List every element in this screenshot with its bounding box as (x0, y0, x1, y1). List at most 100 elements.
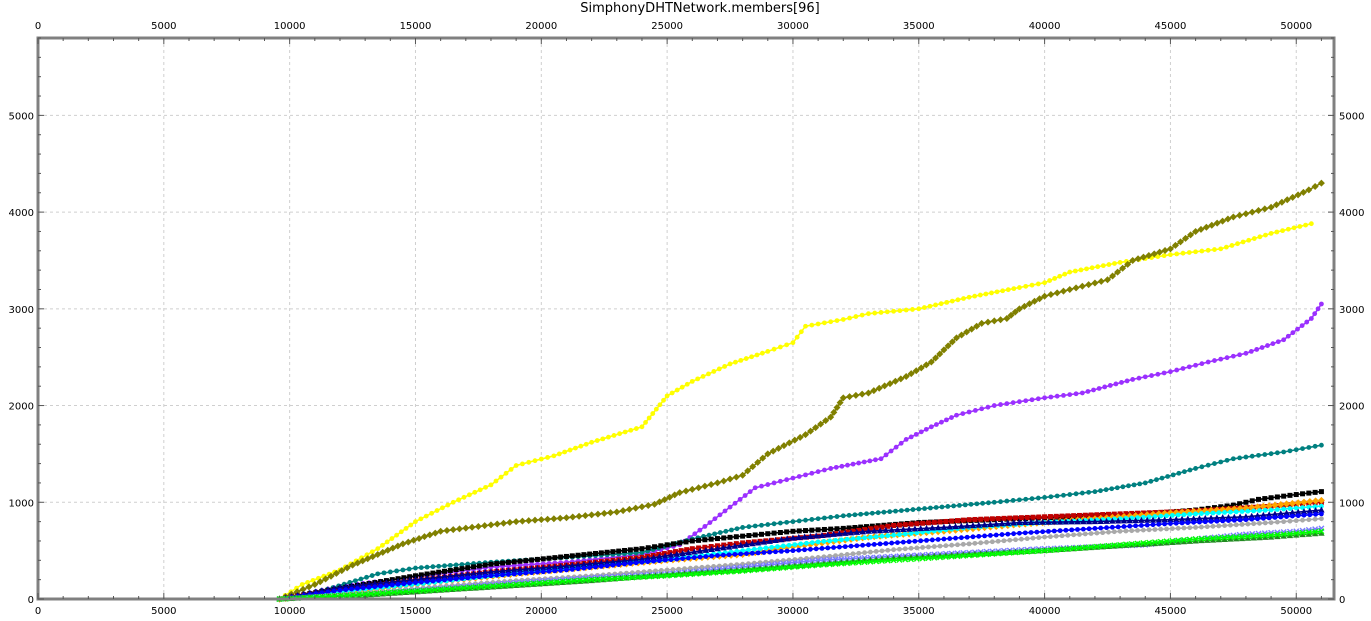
data-point (757, 546, 763, 552)
data-point (546, 568, 552, 574)
data-point (745, 539, 751, 545)
data-point (1085, 518, 1093, 525)
data-point (1274, 507, 1280, 512)
data-point (1215, 536, 1223, 543)
data-point (879, 558, 885, 565)
data-point (859, 312, 865, 318)
data-point (767, 549, 773, 555)
data-point (610, 549, 616, 555)
data-point (337, 592, 344, 599)
data-point (1079, 390, 1085, 396)
data-point (372, 584, 378, 590)
data-point (821, 539, 827, 544)
data-point (1205, 359, 1211, 365)
data-point (407, 580, 413, 586)
data-point (902, 531, 908, 537)
data-point (1294, 508, 1302, 515)
data-point (552, 555, 558, 561)
data-point (827, 413, 835, 421)
data-point (1132, 517, 1139, 524)
data-point (1078, 282, 1086, 290)
data-point (1045, 518, 1052, 525)
data-point (1071, 513, 1077, 519)
data-point (676, 489, 684, 497)
data-point (943, 543, 949, 549)
data-point (352, 578, 358, 584)
data-point (777, 520, 783, 526)
data-point (1166, 245, 1174, 253)
data-point (633, 426, 639, 431)
data-point (458, 571, 466, 578)
data-point (897, 375, 905, 383)
data-point (869, 523, 875, 529)
data-point (873, 534, 879, 540)
data-point (884, 309, 890, 315)
data-point (1204, 535, 1211, 542)
data-point (1130, 377, 1136, 382)
data-point (1052, 276, 1058, 281)
data-point (891, 377, 899, 385)
data-point (1319, 516, 1324, 522)
data-point (1149, 516, 1157, 523)
data-point (1180, 538, 1188, 545)
data-point (1034, 529, 1040, 535)
data-point (658, 573, 665, 580)
data-point (389, 578, 396, 585)
data-point (577, 577, 584, 584)
y-tick-label-right: 3000 (1339, 305, 1364, 316)
data-point (299, 585, 307, 593)
data-point (1299, 323, 1305, 328)
data-point (322, 575, 330, 583)
data-point (775, 544, 780, 550)
data-point (1173, 520, 1179, 526)
data-point (588, 576, 595, 583)
data-point (1138, 523, 1144, 528)
data-point (883, 541, 889, 546)
data-point (1237, 352, 1243, 358)
data-point (1124, 260, 1132, 268)
data-point (511, 566, 518, 573)
data-point (1184, 515, 1192, 522)
data-point (625, 505, 633, 513)
data-point (1168, 521, 1173, 526)
data-point (384, 583, 389, 588)
data-point (437, 527, 445, 535)
data-point (1230, 505, 1238, 513)
data-point (511, 559, 517, 565)
data-point (933, 422, 939, 427)
data-point (1175, 537, 1182, 544)
data-point (343, 592, 350, 599)
data-point (1221, 535, 1228, 542)
data-point (807, 533, 814, 540)
y-tick-label-left: 4000 (9, 208, 34, 219)
data-point (534, 564, 541, 571)
data-point (931, 519, 937, 525)
data-point (1169, 526, 1175, 532)
data-point (645, 545, 651, 551)
data-point (611, 575, 618, 582)
data-point (349, 561, 357, 569)
data-point (604, 549, 610, 555)
data-point (1091, 518, 1099, 525)
data-point (1285, 333, 1291, 339)
data-point (817, 420, 825, 428)
data-point (1221, 534, 1228, 541)
data-point (844, 560, 851, 567)
data-point (900, 539, 906, 545)
data-point (743, 541, 750, 548)
data-point (547, 579, 554, 586)
data-point (689, 546, 695, 552)
data-point (927, 505, 933, 511)
data-point (1213, 514, 1221, 521)
data-point (838, 537, 844, 543)
data-point (1285, 226, 1291, 232)
data-point (833, 553, 838, 559)
data-point (410, 536, 418, 544)
data-point (1300, 498, 1308, 506)
data-point (867, 558, 874, 565)
data-point (999, 532, 1005, 537)
data-point (430, 578, 436, 584)
data-point (760, 538, 768, 545)
data-point (1157, 538, 1164, 545)
data-point (424, 579, 430, 584)
